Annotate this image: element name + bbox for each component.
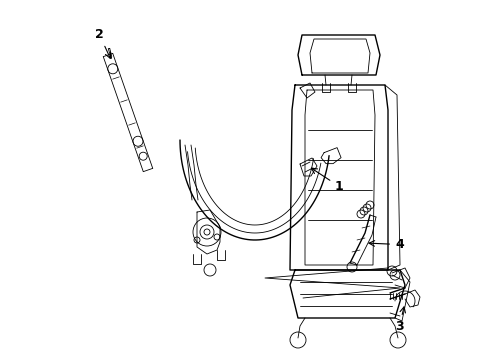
Text: 3: 3 <box>394 307 405 333</box>
Text: 2: 2 <box>95 28 110 58</box>
Text: 4: 4 <box>368 238 403 251</box>
Text: 1: 1 <box>311 168 343 193</box>
